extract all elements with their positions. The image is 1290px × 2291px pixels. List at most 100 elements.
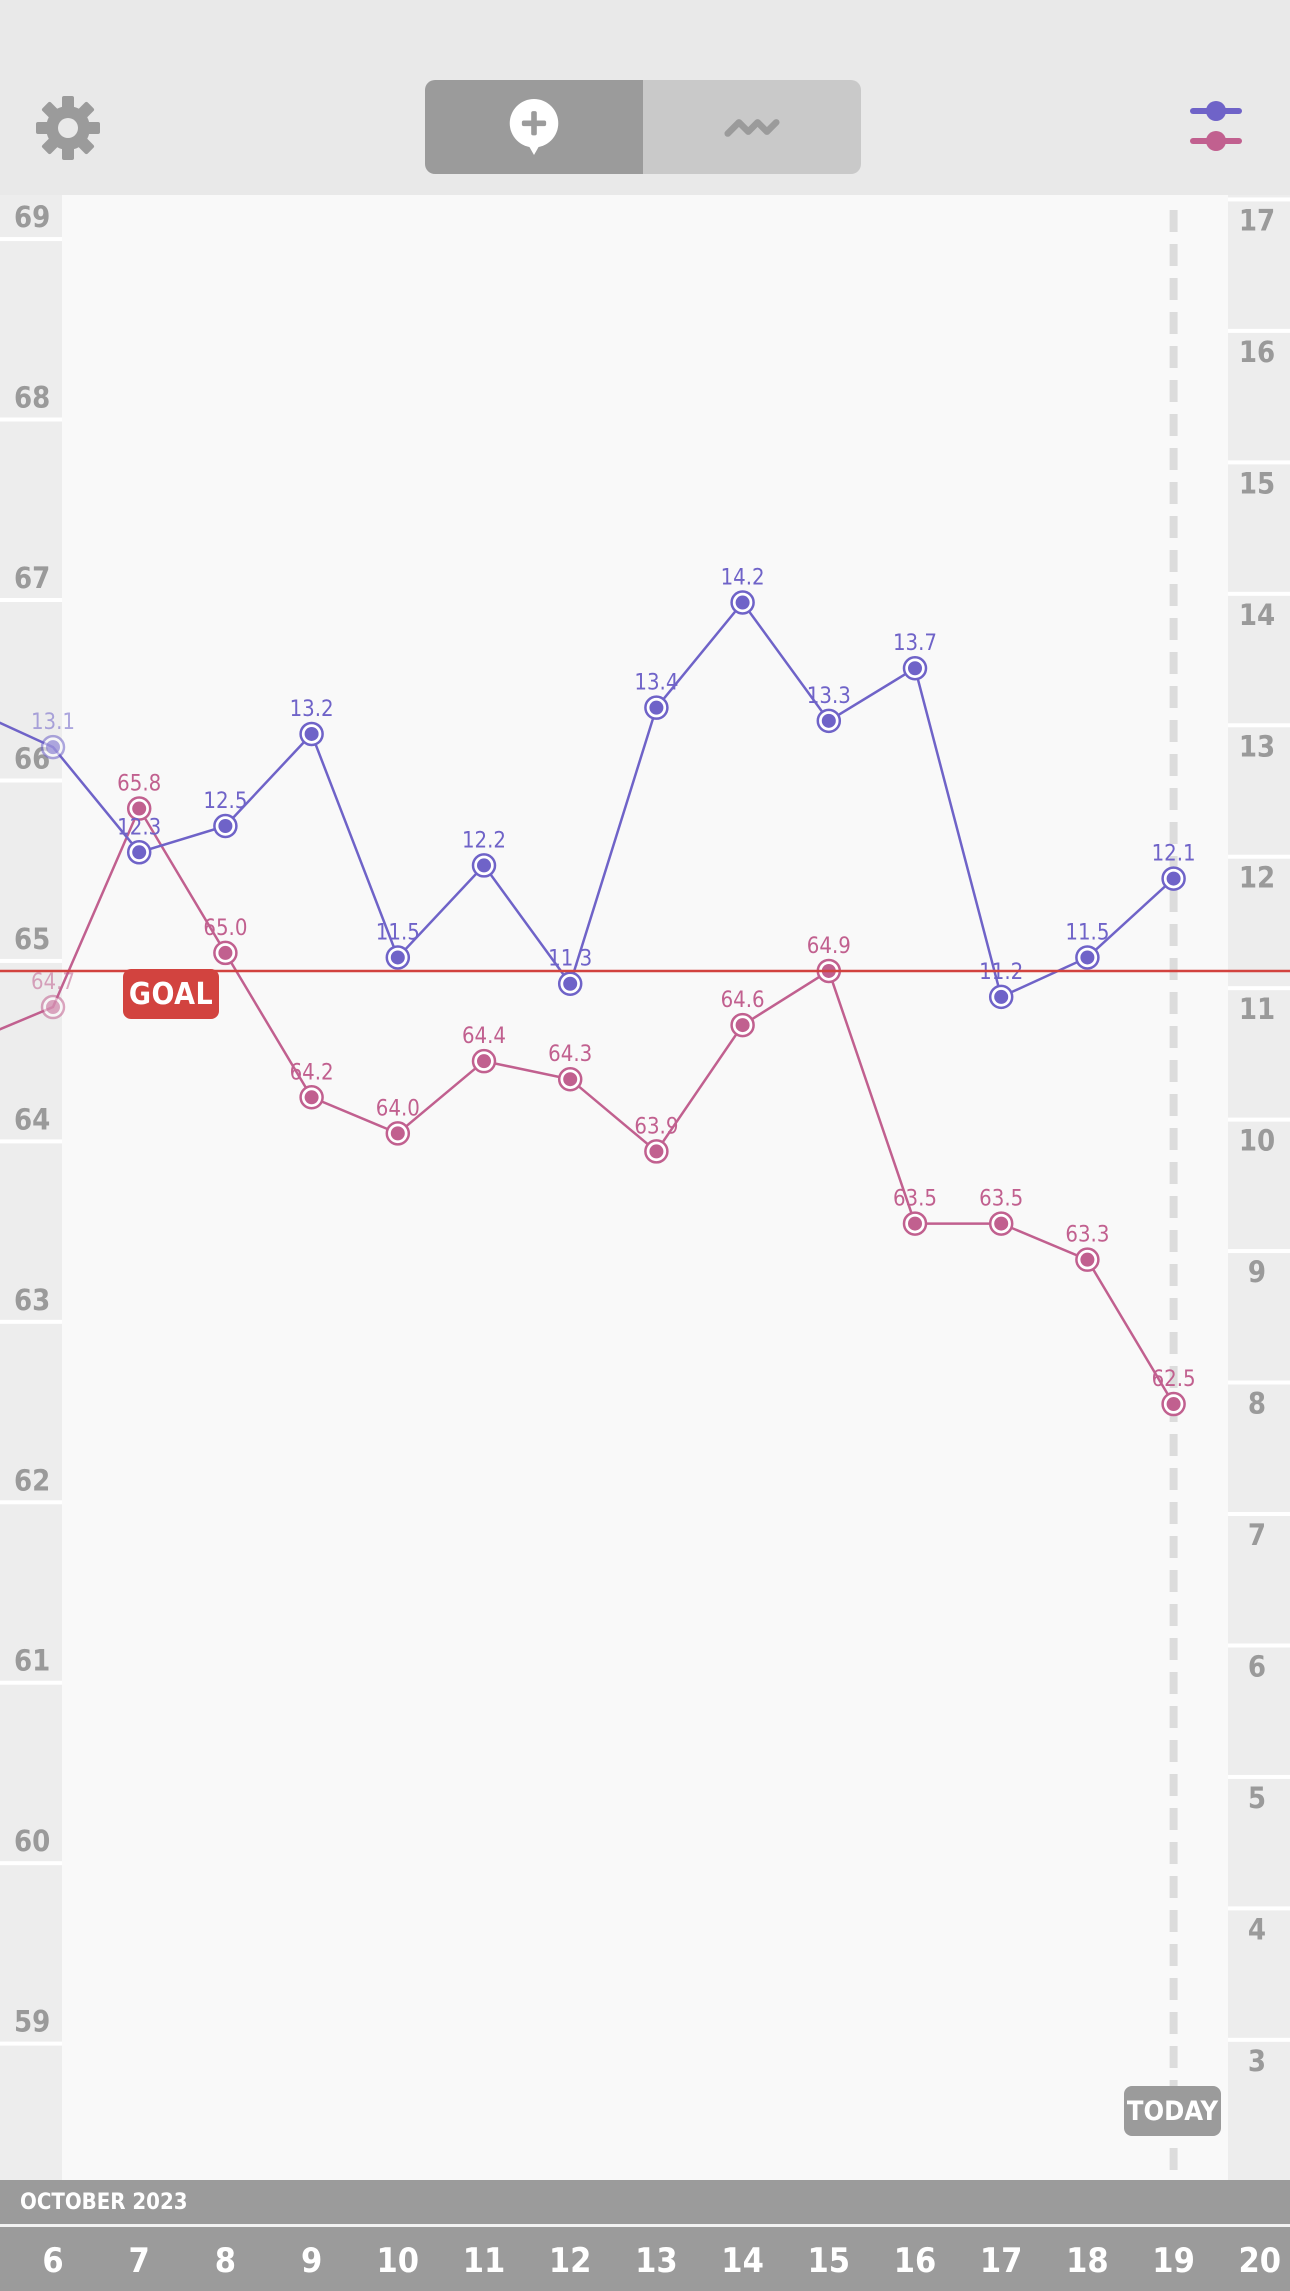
left-axis-tick bbox=[0, 237, 62, 242]
right-axis-tick-label: 4 bbox=[1248, 1912, 1266, 1946]
top-toolbar bbox=[0, 0, 1290, 195]
month-label: OCTOBER 2023 bbox=[20, 2190, 188, 2215]
day-tick-label[interactable]: 8 bbox=[214, 2241, 237, 2281]
pink-series-data-label: 64.7 bbox=[31, 970, 75, 995]
blue-series-data-label: 12.5 bbox=[203, 789, 247, 814]
pink-series-point-fill bbox=[477, 1054, 491, 1069]
day-tick-label[interactable]: 16 bbox=[893, 2241, 937, 2281]
left-axis-tick bbox=[0, 1139, 62, 1144]
left-axis-tick-label: 67 bbox=[14, 561, 50, 595]
day-tick-label[interactable]: 6 bbox=[42, 2241, 64, 2281]
right-axis-tick-label: 14 bbox=[1239, 598, 1275, 632]
pink-series-point-fill bbox=[649, 1144, 664, 1159]
right-axis-tick bbox=[1228, 1774, 1290, 1779]
right-axis-tick bbox=[1228, 197, 1290, 202]
day-tick-label[interactable]: 19 bbox=[1152, 2241, 1195, 2281]
blue-series-data-label: 12.1 bbox=[1152, 842, 1196, 867]
left-axis-tick bbox=[0, 958, 62, 963]
pink-series-data-label: 64.9 bbox=[807, 934, 851, 959]
pink-series-data-label: 64.6 bbox=[721, 988, 765, 1013]
left-axis-tick bbox=[0, 1319, 62, 1324]
pink-series-point-fill bbox=[46, 1000, 60, 1015]
right-axis-tick-label: 17 bbox=[1239, 203, 1275, 237]
left-axis-tick-label: 60 bbox=[14, 1824, 50, 1858]
left-axis-tick-label: 63 bbox=[14, 1283, 50, 1317]
day-tick-label[interactable]: 14 bbox=[721, 2241, 764, 2281]
pink-series-point-fill bbox=[304, 1090, 319, 1105]
blue-series-data-label: 14.2 bbox=[721, 566, 765, 591]
day-tick-label[interactable]: 12 bbox=[548, 2241, 592, 2281]
blue-series-data-label: 13.2 bbox=[290, 697, 334, 722]
blue-series-data-label: 11.3 bbox=[548, 947, 592, 972]
right-axis-tick-label: 13 bbox=[1239, 729, 1275, 763]
left-axis-tick bbox=[0, 1680, 62, 1685]
view-mode-segmented-control bbox=[425, 80, 861, 174]
right-axis-tick-label: 3 bbox=[1248, 2044, 1266, 2078]
series-filter-icon[interactable] bbox=[1188, 96, 1244, 156]
blue-series-point-fill bbox=[908, 661, 922, 676]
right-axis-tick bbox=[1228, 1249, 1290, 1254]
blue-series-point-fill bbox=[1080, 950, 1095, 965]
right-axis bbox=[1228, 195, 1290, 2180]
pink-series-point-fill bbox=[735, 1018, 750, 1033]
goal-badge: GOAL bbox=[123, 969, 219, 1019]
blue-series-data-label: 11.5 bbox=[376, 920, 420, 945]
day-tick-label[interactable]: 10 bbox=[376, 2241, 420, 2281]
pink-series-data-label: 64.0 bbox=[376, 1096, 420, 1121]
blue-series-point-fill bbox=[563, 976, 578, 991]
blue-series-point-fill bbox=[477, 858, 491, 873]
add-entry-icon bbox=[509, 99, 559, 155]
left-axis-tick-label: 69 bbox=[14, 200, 50, 234]
right-axis-tick-label: 11 bbox=[1239, 992, 1275, 1026]
right-axis-tick bbox=[1228, 854, 1290, 859]
pink-series-data-label: 63.9 bbox=[634, 1114, 678, 1139]
day-tick-label[interactable]: 9 bbox=[300, 2241, 323, 2281]
pink-series-point-fill bbox=[218, 945, 233, 960]
blue-series-point-fill bbox=[1166, 871, 1181, 886]
pink-series-point-fill bbox=[994, 1216, 1009, 1231]
right-axis-tick-label: 15 bbox=[1239, 466, 1275, 500]
pink-series-point-fill bbox=[563, 1072, 578, 1087]
day-tick-label[interactable]: 18 bbox=[1066, 2241, 1109, 2281]
blue-series-line bbox=[0, 600, 1175, 999]
right-axis-tick bbox=[1228, 2037, 1290, 2042]
right-axis-tick bbox=[1228, 328, 1290, 333]
pink-series-point-fill bbox=[390, 1126, 405, 1141]
blue-series-data-label: 13.3 bbox=[807, 684, 851, 709]
pink-series-data-label: 63.5 bbox=[979, 1187, 1023, 1212]
right-axis-tick-label: 9 bbox=[1248, 1255, 1266, 1289]
right-axis-tick-label: 5 bbox=[1248, 1781, 1266, 1815]
left-axis-tick bbox=[0, 1500, 62, 1505]
right-axis-tick-label: 8 bbox=[1248, 1387, 1266, 1421]
pink-series-data-label: 64.4 bbox=[462, 1024, 506, 1049]
plot-area bbox=[62, 195, 1228, 2180]
day-tick-label[interactable]: 7 bbox=[128, 2241, 150, 2281]
day-tick-label[interactable]: 20 bbox=[1238, 2241, 1282, 2281]
left-axis-tick-label: 59 bbox=[14, 2005, 50, 2039]
left-axis-tick-label: 61 bbox=[14, 1644, 50, 1678]
right-axis-tick-label: 6 bbox=[1248, 1649, 1266, 1683]
left-axis-tick bbox=[0, 778, 62, 783]
pink-series-data-label: 63.3 bbox=[1065, 1223, 1109, 1248]
add-entry-tab[interactable] bbox=[425, 80, 643, 174]
trend-icon bbox=[724, 119, 780, 137]
left-axis-tick-label: 64 bbox=[14, 1102, 50, 1136]
day-tick-label[interactable]: 15 bbox=[807, 2241, 851, 2281]
left-axis-tick-label: 62 bbox=[14, 1463, 50, 1497]
right-axis-tick-label: 10 bbox=[1239, 1124, 1275, 1158]
blue-series-data-label: 11.2 bbox=[979, 960, 1023, 985]
right-axis-tick-label: 7 bbox=[1248, 1518, 1266, 1552]
pink-series-data-label: 65.0 bbox=[203, 916, 247, 941]
blue-series-data-label: 11.5 bbox=[1065, 920, 1109, 945]
today-badge: TODAY bbox=[1124, 2086, 1221, 2136]
day-tick-label[interactable]: 17 bbox=[979, 2241, 1023, 2281]
right-axis-tick bbox=[1228, 460, 1290, 465]
day-tick-label[interactable]: 13 bbox=[635, 2241, 678, 2281]
month-bar: OCTOBER 2023 bbox=[0, 2180, 1290, 2227]
pink-series-point-fill bbox=[1166, 1397, 1181, 1412]
blue-series-point-fill bbox=[304, 726, 319, 741]
trend-tab[interactable] bbox=[643, 80, 861, 174]
day-tick-label[interactable]: 11 bbox=[462, 2241, 506, 2281]
gear-icon[interactable] bbox=[34, 94, 102, 162]
